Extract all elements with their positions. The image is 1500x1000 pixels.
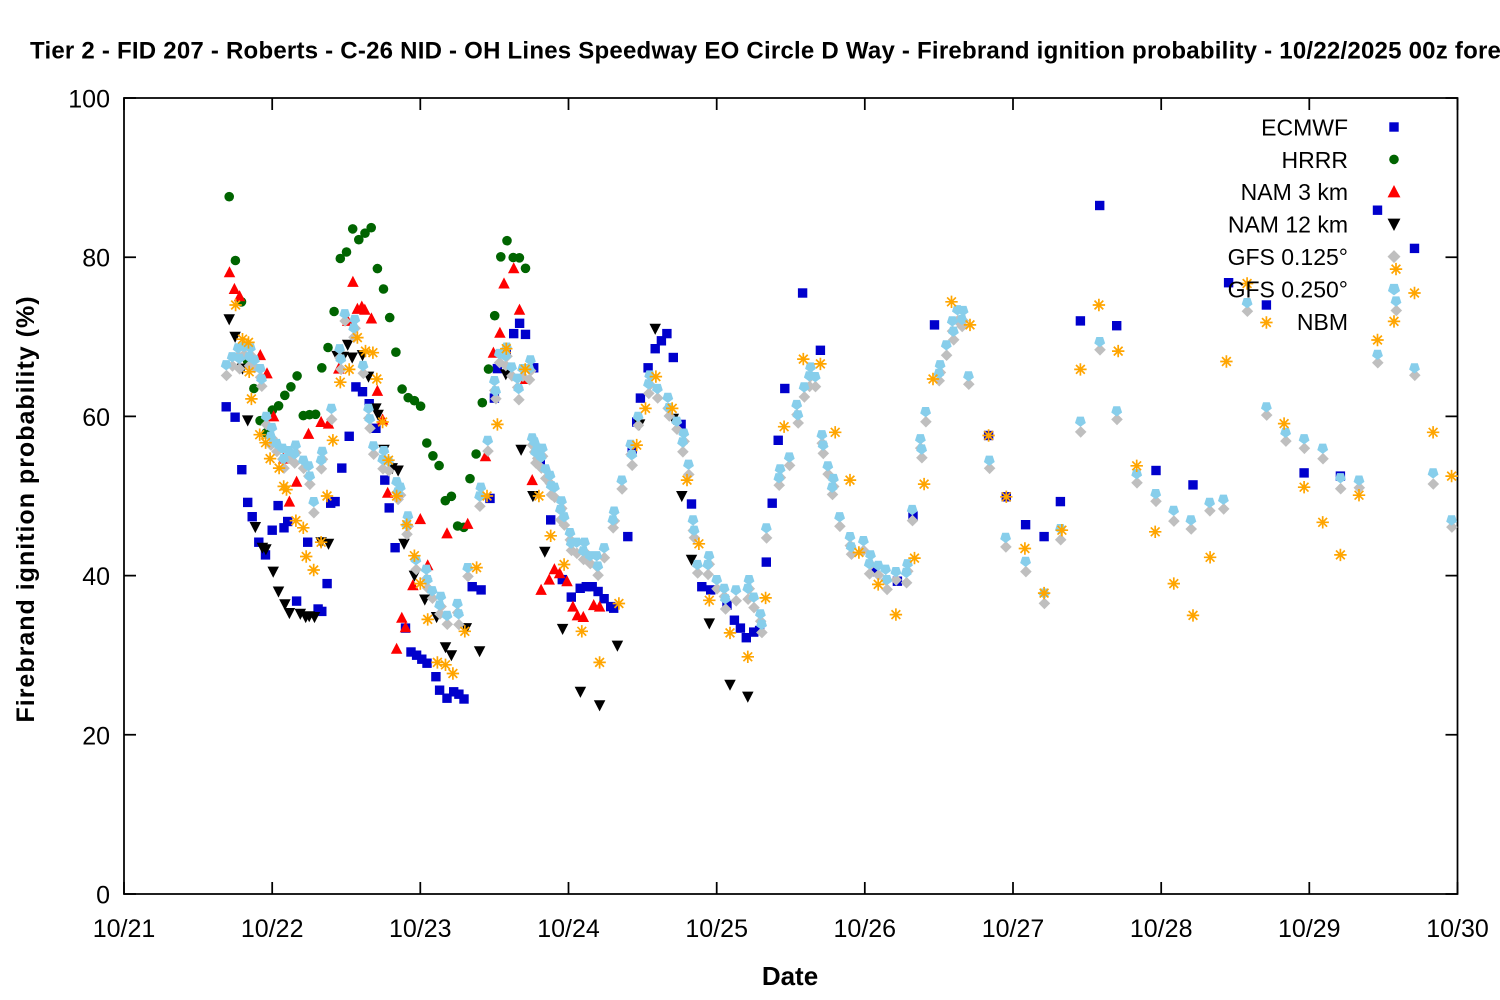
svg-text:Date: Date xyxy=(762,961,818,991)
svg-text:10/22: 10/22 xyxy=(241,915,304,943)
svg-text:10/30: 10/30 xyxy=(1426,915,1489,943)
svg-text:20: 20 xyxy=(82,722,110,750)
svg-text:10/21: 10/21 xyxy=(93,915,156,943)
svg-text:Tier 2 - FID 207 - Roberts - C: Tier 2 - FID 207 - Roberts - C-26 NID - … xyxy=(30,38,1500,65)
svg-text:10/29: 10/29 xyxy=(1278,915,1341,943)
svg-text:0: 0 xyxy=(96,882,110,910)
svg-text:100: 100 xyxy=(68,86,110,114)
svg-text:60: 60 xyxy=(82,404,110,432)
svg-text:NAM 3 km: NAM 3 km xyxy=(1241,179,1348,205)
svg-text:10/23: 10/23 xyxy=(389,915,452,943)
svg-text:10/27: 10/27 xyxy=(982,915,1045,943)
svg-text:NBM: NBM xyxy=(1297,309,1348,335)
svg-text:10/25: 10/25 xyxy=(685,915,748,943)
svg-text:GFS 0.125°: GFS 0.125° xyxy=(1228,244,1348,270)
svg-text:NAM 12 km: NAM 12 km xyxy=(1228,212,1348,238)
svg-text:GFS 0.250°: GFS 0.250° xyxy=(1228,276,1348,302)
svg-text:Firebrand ignition probability: Firebrand ignition probability (%) xyxy=(12,295,40,722)
svg-text:HRRR: HRRR xyxy=(1282,147,1348,173)
svg-text:10/24: 10/24 xyxy=(537,915,600,943)
svg-text:10/26: 10/26 xyxy=(834,915,897,943)
svg-text:80: 80 xyxy=(82,245,110,273)
svg-text:ECMWF: ECMWF xyxy=(1261,114,1348,140)
svg-text:40: 40 xyxy=(82,563,110,591)
svg-text:10/28: 10/28 xyxy=(1130,915,1193,943)
